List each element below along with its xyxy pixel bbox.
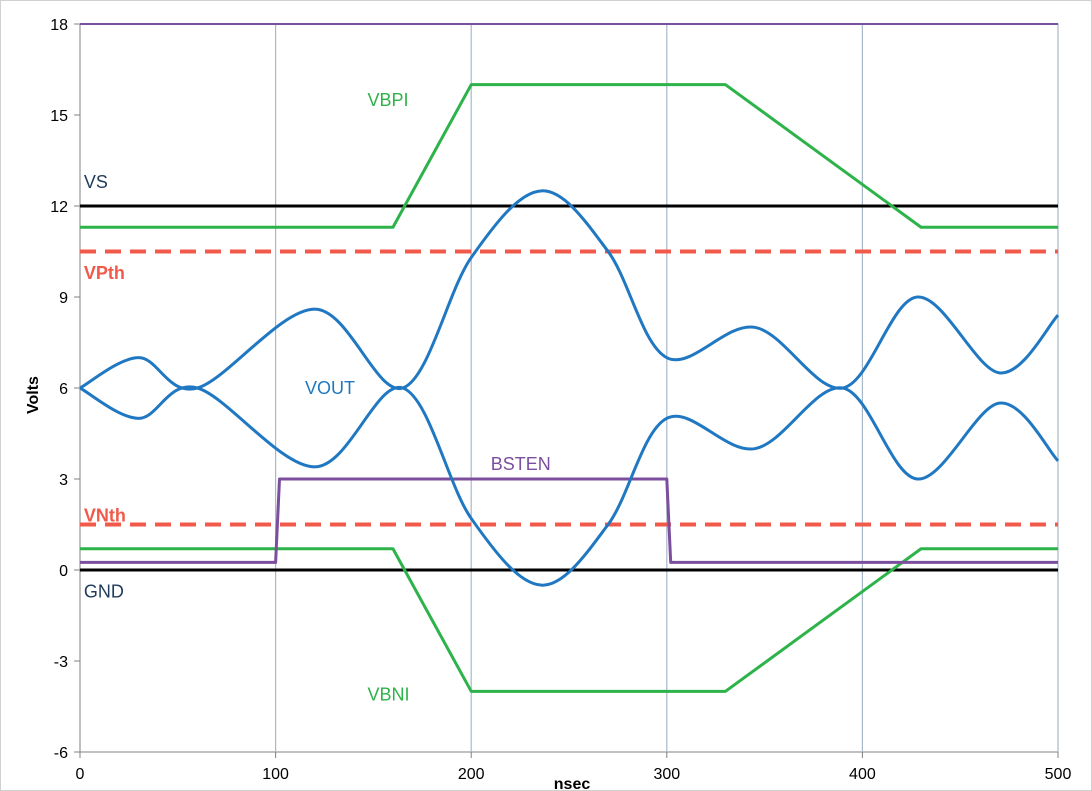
y-tick-label: -6 [54,745,68,762]
y-tick-label: 18 [50,17,68,34]
x-axis-label: nsec [554,776,591,791]
y-tick-label: 0 [59,563,68,580]
x-tick-label: 0 [76,766,85,783]
y-tick-label: 15 [50,108,68,125]
series-line-vout [79,189,1060,391]
y-tick-label: 3 [59,472,68,489]
series-label-gnd: GND [84,581,124,601]
series-label-bsten: BSTEN [491,454,551,474]
y-tick-label: 9 [59,290,68,307]
series-label-vpth: VPth [84,263,125,283]
x-tick-label: 500 [1045,766,1072,783]
series-label-vs: VS [84,172,108,192]
series-label-vnth: VNth [84,505,126,525]
y-tick-label: 12 [50,199,68,216]
axis-layer: -6 -3 0 3 6 9 12 15 18 0 100 200 300 400 500 [50,17,1071,783]
x-tick-label: 200 [458,766,485,783]
x-tick-label: 100 [262,766,289,783]
series-label-vbni: VBNI [368,684,410,704]
y-axis-label: Volts [25,376,42,414]
series-label-vout: VOUT [305,378,355,398]
series-line-vbni [80,547,1058,693]
x-tick-label: 400 [849,766,876,783]
series-layer [79,23,1060,693]
label-layer: VS VPth VBPI VOUT BSTEN VNth GND VBNI [84,90,551,705]
y-tick-label: 6 [59,381,68,398]
series-label-vbpi: VBPI [368,90,409,110]
series-line-vbpi [80,83,1058,229]
plot-area [79,23,1059,753]
series-line-bsten [80,477,1058,564]
y-tick-label: -3 [54,654,68,671]
series-line-vout [79,385,1060,587]
x-tick-label: 300 [653,766,680,783]
